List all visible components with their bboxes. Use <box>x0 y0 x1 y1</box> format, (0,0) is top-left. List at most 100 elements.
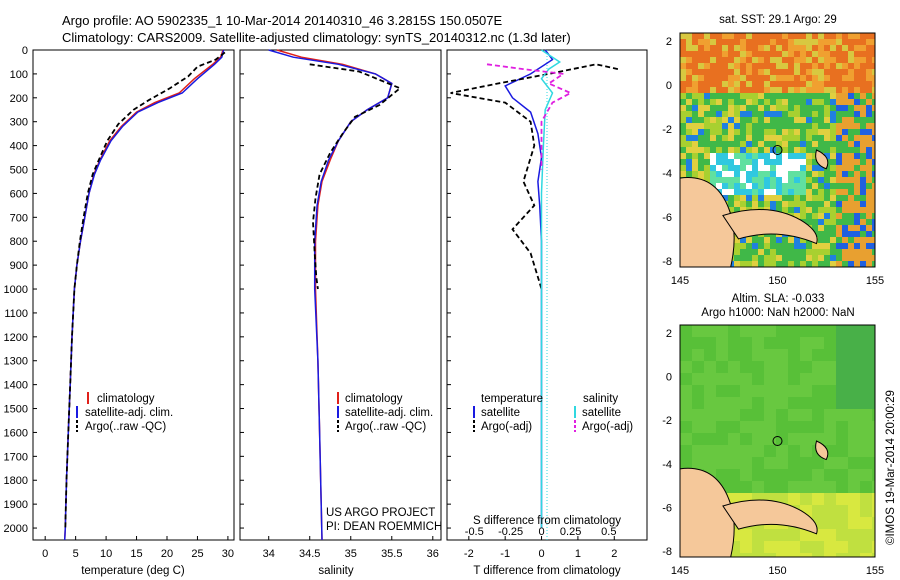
map-cell <box>842 213 848 219</box>
map-cell <box>812 207 818 213</box>
map-cell <box>746 39 752 45</box>
map-cell <box>764 81 770 87</box>
map-cell <box>818 75 824 81</box>
map-cell <box>866 45 872 51</box>
map-cell <box>806 123 812 129</box>
map-cell <box>680 63 686 69</box>
map-cell <box>800 165 806 171</box>
map-cell <box>872 337 875 349</box>
map-cell <box>866 93 872 99</box>
map-cell <box>812 469 824 481</box>
map-cell <box>818 135 824 141</box>
map-cell <box>824 147 830 153</box>
map-cell <box>752 147 758 153</box>
map-cell <box>860 57 866 63</box>
sst-map-frame <box>679 32 876 268</box>
map-cell <box>812 153 818 159</box>
map-cell <box>860 153 866 159</box>
map-cell <box>782 201 788 207</box>
difference-legend: temperature salinity satellite Argo(-adj… <box>473 393 633 433</box>
map-cell <box>800 255 806 261</box>
map-cell <box>830 117 836 123</box>
map-cell <box>854 243 860 249</box>
map-cell <box>776 553 788 557</box>
map-cell <box>680 99 686 105</box>
imos-timestamp: ©IMOS 19-Mar-2014 20:00:29 <box>885 390 897 545</box>
map-cell <box>680 87 686 93</box>
map-cell <box>770 153 776 159</box>
map-lat-label: -8 <box>662 256 672 268</box>
map-cell <box>758 105 764 111</box>
map-cell <box>764 201 770 207</box>
map-cell <box>728 93 734 99</box>
map-cell <box>860 213 866 219</box>
map-cell <box>734 129 740 135</box>
map-cell <box>842 141 848 147</box>
map-cell <box>764 325 776 337</box>
map-cell <box>692 129 698 135</box>
map-cell <box>752 105 758 111</box>
map-cell <box>806 51 812 57</box>
map-cell <box>848 225 854 231</box>
map-cell <box>776 87 782 93</box>
map-cell <box>824 493 836 505</box>
map-cell <box>710 135 716 141</box>
map-cell <box>824 93 830 99</box>
x-tick-label: 35 <box>345 548 357 560</box>
map-cell <box>746 75 752 81</box>
map-cell <box>740 261 746 267</box>
map-cell <box>860 237 866 243</box>
map-cell <box>776 373 788 385</box>
map-cell <box>800 183 806 189</box>
map-cell <box>800 529 812 541</box>
map-cell <box>872 433 875 445</box>
map-cell <box>770 207 776 213</box>
map-cell <box>740 397 752 409</box>
map-cell <box>836 189 842 195</box>
map-cell <box>728 397 740 409</box>
map-cell <box>782 177 788 183</box>
map-cell <box>836 337 848 349</box>
map-cell <box>818 165 824 171</box>
map-cell <box>866 237 872 243</box>
map-cell <box>734 141 740 147</box>
map-cell <box>680 373 692 385</box>
map-cell <box>812 213 818 219</box>
map-cell <box>824 129 830 135</box>
map-cell <box>872 409 875 421</box>
map-cell <box>866 189 872 195</box>
map-cell <box>782 75 788 81</box>
map-cell <box>860 33 866 39</box>
map-cell <box>728 153 734 159</box>
map-cell <box>728 445 740 457</box>
map-cell <box>860 445 872 457</box>
map-cell <box>692 141 698 147</box>
map-cell <box>866 261 872 267</box>
map-cell <box>740 243 746 249</box>
map-cell <box>866 183 872 189</box>
map-cell <box>836 153 842 159</box>
map-cell <box>686 165 692 171</box>
map-cell <box>824 325 836 337</box>
map-cell <box>872 87 875 93</box>
map-cell <box>872 201 875 207</box>
map-cell <box>740 57 746 63</box>
map-cell <box>800 237 806 243</box>
map-cell <box>860 81 866 87</box>
map-cell <box>812 165 818 171</box>
map-cell <box>812 159 818 165</box>
y-tick-label: 1900 <box>4 499 28 511</box>
map-cell <box>764 57 770 63</box>
map-cell <box>806 261 812 267</box>
map-cell <box>836 93 842 99</box>
sst-map: sat. SST: 29.1 Argo: 29 145 150 15520-2-4-… <box>662 14 884 287</box>
map-cell <box>764 261 770 267</box>
map-cell <box>752 123 758 129</box>
map-cell <box>764 177 770 183</box>
map-cell <box>824 51 830 57</box>
map-cell <box>800 135 806 141</box>
map-cell <box>746 183 752 189</box>
map-cell <box>788 183 794 189</box>
map-cell <box>734 51 740 57</box>
map-cell <box>776 469 788 481</box>
